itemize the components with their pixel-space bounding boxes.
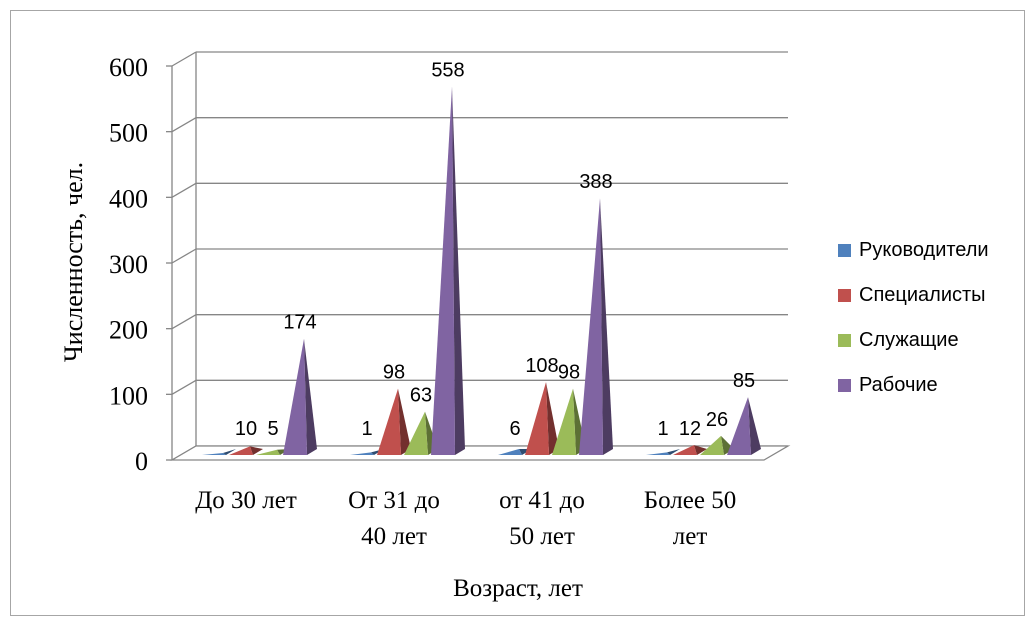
bar-1 — [646, 449, 680, 455]
y-tick-label: 400 — [109, 184, 148, 213]
legend-swatch — [838, 333, 851, 347]
bar-side — [694, 445, 707, 455]
legend-item: Служащие — [838, 328, 989, 352]
chart-frame — [10, 10, 1025, 616]
y-axis-title: Численность, чел. — [59, 162, 88, 362]
chart-floor — [169, 445, 791, 461]
x-tick-label: До 30 лет — [195, 487, 297, 514]
gridline-depth — [171, 379, 197, 395]
y-tick-label: 300 — [109, 250, 148, 279]
legend-swatch — [838, 243, 851, 257]
bar-front — [431, 86, 455, 455]
x-tick-label: От 31 до 40 лет — [348, 487, 440, 550]
bar-front — [350, 452, 374, 455]
legend-label: Руководители — [859, 238, 989, 261]
bar-front — [673, 445, 697, 455]
x-tick-label: от 41 до 50 лет — [499, 487, 585, 550]
legend-swatch — [838, 288, 851, 302]
gridline-depth — [171, 51, 197, 67]
x-tick-label: Более 50 лет — [644, 487, 736, 550]
legend: Руководители Специалисты Служащие Рабочие — [838, 238, 989, 418]
legend-item: Специалисты — [838, 283, 989, 307]
legend-label: Служащие — [859, 328, 959, 351]
y-tick-label: 100 — [109, 381, 148, 410]
data-label: 108 — [525, 355, 558, 377]
bar-front — [229, 446, 253, 455]
bar-front — [377, 388, 401, 455]
data-label: 12 — [679, 418, 701, 440]
bar-2 — [525, 382, 559, 455]
gridline-depth — [171, 248, 197, 264]
data-label: 1 — [361, 418, 372, 440]
bar-4 — [579, 198, 613, 456]
bar-2 — [229, 446, 263, 455]
y-tick-label: 200 — [109, 316, 148, 345]
bar-front — [283, 338, 307, 455]
gridline-depth — [171, 182, 197, 198]
bar-side — [223, 449, 236, 455]
legend-item: Руководители — [838, 238, 989, 262]
bar-side — [600, 198, 613, 456]
data-label: 10 — [235, 418, 257, 440]
legend-label: Специалисты — [859, 283, 986, 306]
y-tick-label: 0 — [135, 447, 148, 476]
data-label: 63 — [410, 385, 432, 407]
legend-swatch — [838, 378, 851, 392]
bar-4 — [431, 86, 465, 455]
legend-label: Рабочие — [859, 373, 938, 396]
bar-side — [398, 388, 411, 455]
x-axis-title: Возраст, лет — [453, 575, 583, 602]
bar-front — [202, 453, 226, 455]
bar-side — [667, 449, 680, 455]
bar-1 — [202, 449, 236, 455]
data-label: 6 — [509, 418, 520, 440]
data-label: 85 — [733, 370, 755, 392]
data-label: 5 — [267, 418, 278, 440]
bar-4 — [283, 338, 317, 455]
bar-front — [256, 449, 280, 455]
data-label: 174 — [283, 312, 316, 334]
bar-front — [700, 435, 724, 455]
bar-front — [498, 449, 522, 455]
bar-front — [404, 411, 428, 455]
bar-front — [727, 397, 751, 455]
data-label: 388 — [579, 171, 612, 193]
y-tick-label: 500 — [109, 119, 148, 148]
bar-2 — [377, 388, 411, 455]
bar-side — [748, 397, 761, 455]
bar-front — [646, 452, 670, 455]
y-tick-label: 600 — [109, 53, 148, 82]
bar-2 — [673, 445, 707, 455]
data-label: 1 — [657, 418, 668, 440]
data-label: 98 — [558, 362, 580, 384]
data-label: 98 — [383, 362, 405, 384]
legend-item: Рабочие — [838, 373, 989, 397]
data-label: 558 — [431, 60, 464, 82]
gridline-depth — [171, 314, 197, 330]
bar-side — [250, 446, 263, 455]
bar-side — [304, 338, 317, 455]
bar-front — [579, 198, 603, 456]
bar-side — [546, 382, 559, 455]
bar-front — [525, 382, 549, 455]
bar-side — [452, 86, 465, 455]
gridline-depth — [171, 117, 197, 133]
bar-4 — [727, 397, 761, 455]
data-label: 26 — [706, 409, 728, 431]
bar-front — [552, 388, 576, 455]
